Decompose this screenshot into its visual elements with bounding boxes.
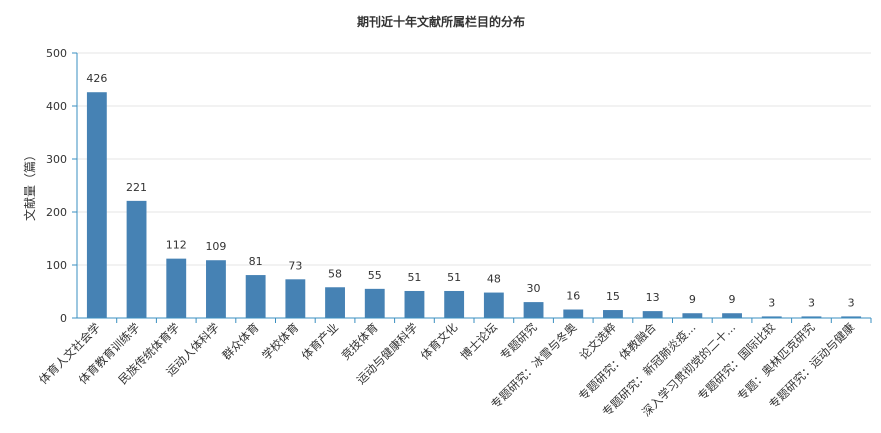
y-tick-label: 400 — [46, 100, 67, 113]
bar-11 — [483, 292, 504, 318]
bar-3 — [166, 258, 187, 318]
bar-12 — [523, 302, 544, 318]
bar-2 — [126, 200, 147, 318]
data-label-16: 9 — [689, 293, 696, 306]
data-label-11: 48 — [487, 273, 501, 286]
data-label-7: 58 — [328, 267, 342, 280]
bar-7 — [325, 287, 345, 318]
bar-8 — [364, 288, 385, 318]
bar-18 — [761, 316, 782, 318]
data-label-5: 81 — [249, 255, 263, 268]
data-label-12: 30 — [527, 282, 541, 295]
data-label-13: 16 — [566, 290, 580, 303]
data-label-14: 15 — [606, 290, 620, 303]
y-tick-label: 0 — [60, 312, 67, 325]
x-category-label-10: 体育文化 — [418, 320, 461, 363]
bar-13 — [563, 309, 584, 318]
data-label-15: 13 — [646, 291, 660, 304]
y-tick-label: 200 — [46, 206, 67, 219]
bar-1 — [86, 92, 107, 318]
x-category-label-6: 学校体育 — [259, 320, 301, 362]
labels: 0100200300400500426体育人文社会学221体育教育训练学112民… — [36, 47, 857, 419]
data-label-9: 51 — [407, 271, 421, 284]
data-label-4: 109 — [205, 240, 226, 253]
data-label-17: 9 — [729, 293, 736, 306]
bar-17 — [722, 313, 742, 318]
bar-14 — [603, 310, 623, 318]
bar-10 — [444, 290, 465, 318]
bar-9 — [404, 290, 425, 318]
data-label-8: 55 — [368, 269, 382, 282]
y-tick-label: 300 — [46, 153, 67, 166]
bar-20 — [841, 316, 862, 318]
data-label-6: 73 — [288, 259, 302, 272]
x-category-label-7: 体育产业 — [299, 320, 341, 362]
y-tick-label: 100 — [46, 259, 67, 272]
gridlines — [77, 52, 871, 266]
data-label-20: 3 — [848, 296, 855, 309]
data-label-1: 426 — [86, 72, 107, 85]
bar-16 — [682, 313, 703, 318]
data-label-18: 3 — [768, 296, 775, 309]
bar-19 — [801, 316, 822, 318]
x-category-label-5: 群众体育 — [219, 320, 261, 362]
bar-6 — [285, 279, 306, 318]
data-label-2: 221 — [126, 181, 147, 194]
y-axis-label: 文献量（篇） — [22, 149, 37, 221]
data-label-10: 51 — [447, 271, 461, 284]
x-category-label-11: 博士论坛 — [458, 320, 501, 363]
axes — [72, 52, 872, 323]
data-label-19: 3 — [808, 296, 815, 309]
bars — [86, 92, 862, 318]
bar-4 — [206, 260, 226, 318]
y-tick-label: 500 — [46, 47, 67, 60]
bar-5 — [245, 275, 266, 318]
chart-title: 期刊近十年文献所属栏目的分布 — [357, 14, 525, 29]
bar-15 — [642, 311, 663, 318]
data-label-3: 112 — [166, 239, 187, 252]
